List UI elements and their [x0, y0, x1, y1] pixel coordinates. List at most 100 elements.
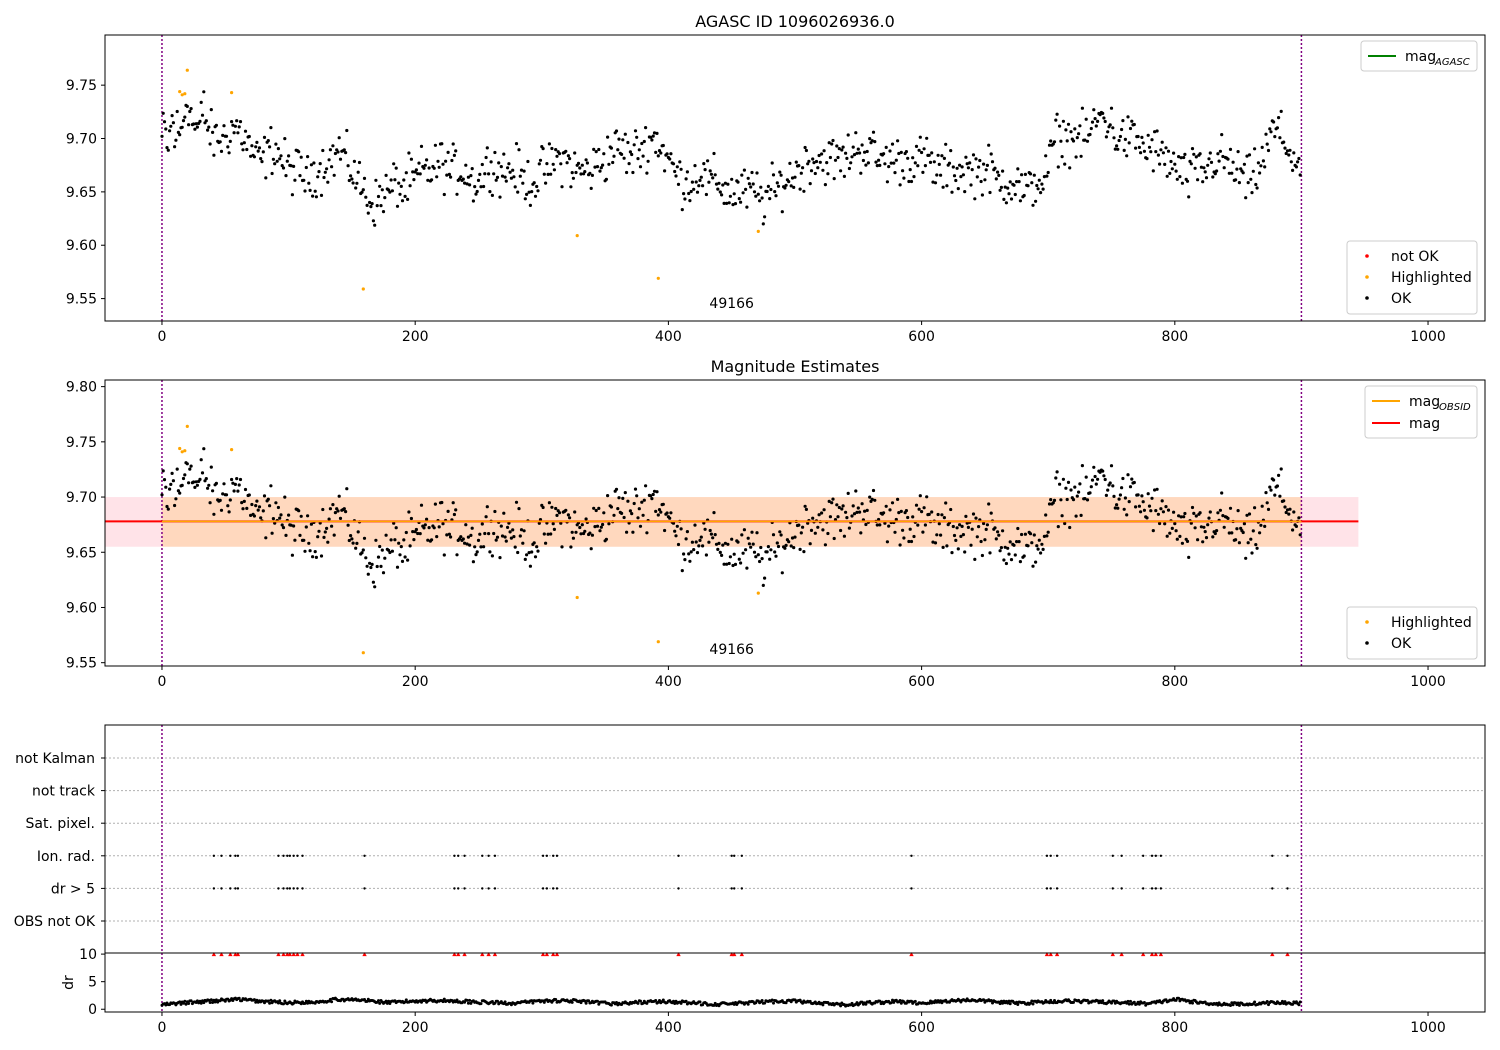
ok-point — [550, 505, 554, 509]
ok-point — [1258, 531, 1262, 535]
dr-point — [855, 1001, 859, 1005]
ok-point — [1058, 124, 1062, 128]
ok-point — [918, 494, 922, 498]
ok-point — [351, 181, 355, 185]
ok-point — [440, 500, 444, 505]
highlighted-point — [656, 640, 660, 644]
ok-point — [469, 174, 473, 178]
ok-point — [283, 495, 287, 499]
ok-point — [483, 531, 487, 536]
ok-point — [831, 138, 835, 143]
ok-point — [1202, 166, 1206, 170]
dr-point — [1283, 1000, 1287, 1004]
ok-point — [916, 164, 920, 168]
ok-point — [994, 537, 998, 541]
ok-point — [982, 162, 986, 166]
ok-point — [1296, 160, 1300, 164]
ok-point — [488, 550, 492, 554]
ok-point — [166, 148, 170, 152]
ok-point — [331, 503, 335, 507]
agasc-axes — [104, 34, 1486, 322]
ok-point — [475, 189, 479, 194]
ok-point — [893, 171, 897, 175]
ok-point — [235, 477, 239, 481]
ok-point — [599, 525, 603, 529]
ok-point — [952, 174, 957, 178]
ok-point — [321, 507, 325, 512]
ok-point — [164, 127, 168, 131]
ok-point — [1121, 476, 1125, 481]
dr-point — [189, 999, 193, 1003]
ok-point — [1031, 564, 1035, 568]
ok-point — [1083, 497, 1087, 501]
ok-point — [1013, 192, 1017, 197]
dr-point — [763, 1001, 767, 1005]
ok-point — [240, 142, 244, 146]
ok-point — [290, 193, 294, 197]
ok-point — [718, 550, 722, 555]
ok-point — [241, 148, 245, 152]
ok-point — [803, 504, 807, 508]
x-tick-label: 800 — [1161, 329, 1188, 345]
dr-point — [420, 1000, 423, 1004]
ok-point — [1230, 531, 1234, 535]
dr-point — [268, 1001, 272, 1005]
ok-point — [970, 527, 974, 531]
ok-point — [498, 556, 502, 560]
ok-point — [1073, 485, 1077, 489]
ok-point — [178, 133, 182, 137]
ok-point — [839, 528, 843, 533]
flag-event — [282, 854, 285, 857]
flag-event — [1055, 887, 1059, 890]
flag-event — [551, 887, 555, 890]
dr-point — [596, 999, 599, 1003]
ok-point — [769, 187, 773, 192]
ok-point — [751, 182, 755, 186]
ok-point — [665, 152, 669, 156]
ok-point — [1180, 181, 1184, 185]
ok-point — [395, 565, 400, 569]
dr-point — [770, 998, 774, 1002]
ok-point — [654, 150, 658, 154]
ok-point — [573, 510, 577, 514]
flag-event — [487, 854, 490, 857]
ok-point — [1085, 139, 1090, 143]
ok-point — [527, 551, 531, 555]
ok-point — [430, 538, 434, 542]
ok-point — [497, 161, 501, 165]
flag-event — [541, 854, 545, 857]
ok-point — [344, 151, 348, 155]
ok-point — [227, 510, 231, 514]
ok-point — [449, 175, 453, 179]
flag-event — [1141, 854, 1145, 857]
ok-point — [206, 128, 210, 132]
ok-point — [894, 517, 898, 522]
ok-point — [1206, 163, 1210, 167]
highlighted-point — [185, 424, 189, 428]
ok-point — [494, 178, 498, 182]
ok-point — [513, 185, 517, 189]
ok-point — [778, 530, 782, 534]
ok-point — [994, 177, 998, 181]
ok-point — [171, 121, 175, 125]
ok-point — [685, 170, 690, 174]
ok-point — [570, 171, 574, 175]
ok-point — [202, 90, 206, 94]
ok-point — [404, 171, 408, 175]
ok-point — [261, 509, 265, 513]
ok-point — [893, 530, 897, 534]
ok-point — [669, 152, 673, 156]
ok-point — [436, 159, 440, 163]
flag-event — [740, 854, 744, 857]
ok-point — [422, 526, 426, 530]
ok-point — [922, 147, 926, 151]
ok-point — [1265, 501, 1269, 505]
ok-point — [841, 504, 845, 508]
ok-point — [964, 514, 968, 519]
ok-point — [863, 509, 867, 513]
ok-point — [1018, 199, 1023, 203]
ok-point — [812, 161, 816, 165]
ok-point — [483, 172, 487, 176]
ok-point — [789, 544, 793, 548]
ok-point — [407, 510, 411, 514]
